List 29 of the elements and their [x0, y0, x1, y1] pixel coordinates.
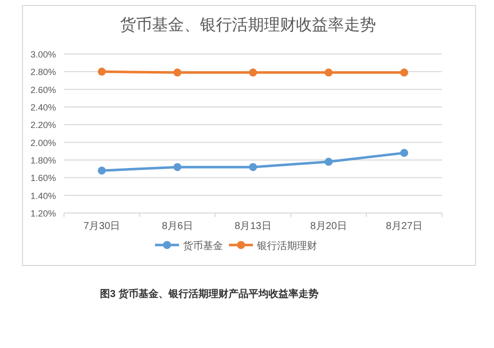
- caption: 图3 货币基金、银行活期理财产品平均收益率走势: [100, 288, 318, 300]
- point: [249, 68, 257, 77]
- y-tick-label: 1.40%: [30, 190, 56, 201]
- legend-label: 货币基金: [183, 240, 223, 252]
- y-tick-label: 1.20%: [30, 208, 56, 218]
- y-tick-label: 3.00%: [30, 50, 56, 60]
- x-tick-label: 8月20日: [310, 221, 347, 232]
- x-tick-label: 8月6日: [162, 221, 193, 232]
- y-tick-label: 2.80%: [30, 67, 56, 78]
- point: [324, 158, 333, 166]
- y-tick-label: 2.40%: [30, 102, 56, 112]
- chart-title: 货币基金、银行活期理财收益率走势: [120, 16, 376, 34]
- y-tick-label: 2.20%: [30, 120, 56, 130]
- point: [400, 148, 408, 157]
- point: [173, 163, 182, 172]
- point: [98, 68, 106, 76]
- y-tick-label: 1.60%: [30, 173, 56, 184]
- point: [98, 166, 106, 175]
- y-tick-label: 2.00%: [30, 138, 56, 148]
- x-tick-label: 7月30日: [83, 221, 120, 232]
- legend-label: 银行活期理财: [256, 240, 317, 252]
- point: [400, 68, 408, 77]
- point: [173, 68, 182, 77]
- x-tick-label: 8月27日: [386, 221, 423, 232]
- y-tick-label: 2.60%: [30, 84, 56, 95]
- x-tick-label: 8月13日: [234, 221, 272, 232]
- y-tick-label: 1.80%: [30, 156, 56, 166]
- point: [249, 163, 257, 172]
- point: [324, 68, 333, 77]
